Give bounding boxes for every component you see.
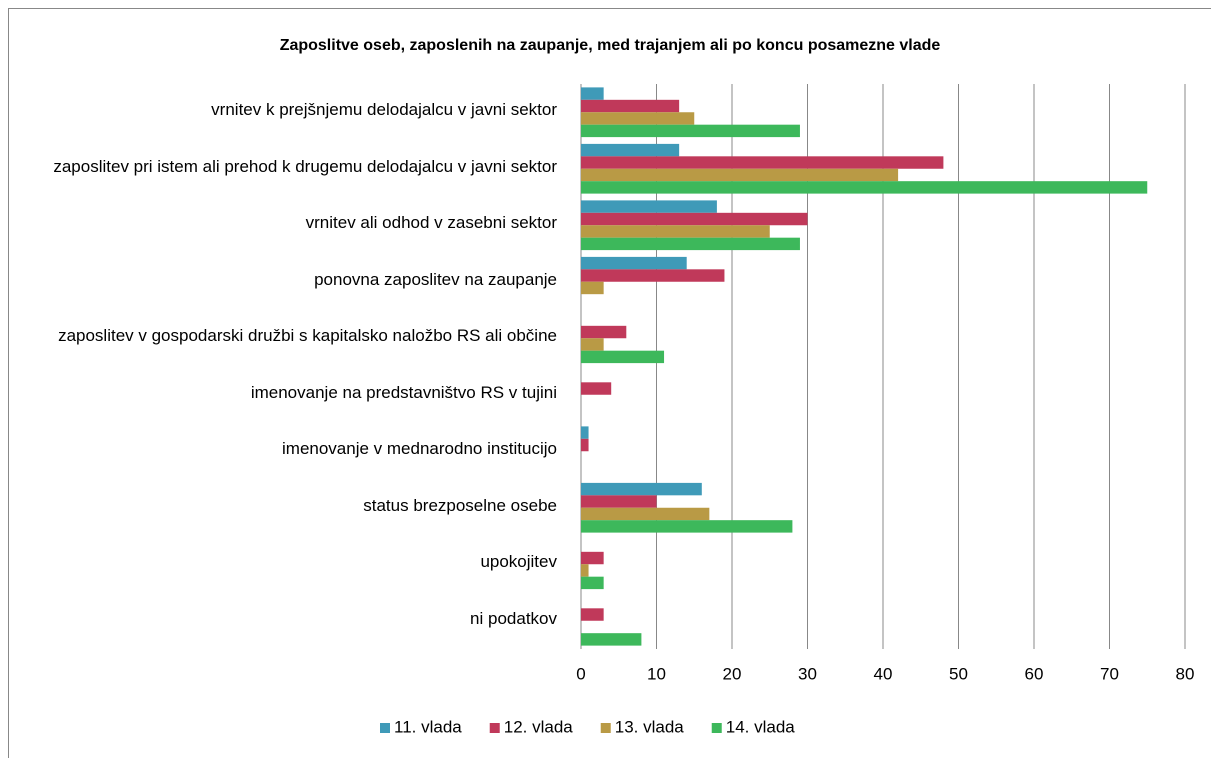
y-tick-label: zaposlitev v gospodarski družbi s kapita… [58,326,557,346]
y-tick-label: status brezposelne osebe [363,495,557,515]
y-tick-label: upokojitev [480,552,557,572]
legend-label: 12. vlada [504,717,574,736]
legend-swatch [600,723,611,733]
bar [581,200,717,213]
legend-label: 13. vlada [615,717,685,736]
bar [581,281,604,295]
bar [581,143,680,157]
x-tick-label: 70 [1100,664,1119,683]
bar [581,225,770,238]
bar [581,338,604,351]
x-tick-label: 30 [798,664,817,683]
bar [581,382,612,395]
bar [581,112,695,125]
bar [581,507,710,521]
y-tick-label: ni podatkov [470,608,557,628]
bar [581,99,680,113]
bar [581,608,604,621]
bar [581,495,657,508]
bar [581,438,589,452]
x-tick-label: 20 [723,664,742,683]
x-tick-label: 80 [1176,664,1195,683]
bar [581,325,627,339]
bar [581,633,642,646]
y-tick-label: imenovanje na predstavništvo RS v tujini [250,382,557,402]
bar [581,168,899,182]
bar [581,156,944,169]
chart-title: Zaposlitve oseb, zaposlenih na zaupanje,… [280,37,941,54]
legend-swatch [711,723,722,733]
x-tick-label: 50 [949,664,968,683]
y-tick-label: ponovna zaposlitev na zaupanje [314,269,557,289]
bar [581,426,589,439]
x-tick-label: 10 [647,664,666,683]
legend-swatch [489,723,500,733]
bar [581,576,604,590]
bar [581,269,725,282]
legend-label: 14. vlada [726,717,796,736]
bar [581,212,808,226]
y-tick-label: vrnitev k prejšnjemu delodajalcu v javni… [211,100,557,120]
bar [581,237,800,251]
x-tick-label: 40 [874,664,893,683]
bar [581,87,604,100]
bar [581,551,604,565]
bar [581,256,687,270]
bar [581,124,800,138]
y-tick-label: vrnitev ali odhod v zasebni sektor [305,213,557,233]
legend-swatch [380,723,390,733]
bar [581,482,702,496]
bar [581,520,793,533]
legend-label: 11. vlada [394,717,462,736]
bar [581,564,589,577]
x-tick-label: 60 [1025,664,1044,683]
y-tick-label: zaposlitev pri istem ali prehod k drugem… [53,156,557,176]
x-tick-label: 0 [576,664,585,683]
y-tick-label: imenovanje v mednarodno institucijo [282,439,557,459]
bar [581,350,665,364]
bar [581,181,1148,194]
